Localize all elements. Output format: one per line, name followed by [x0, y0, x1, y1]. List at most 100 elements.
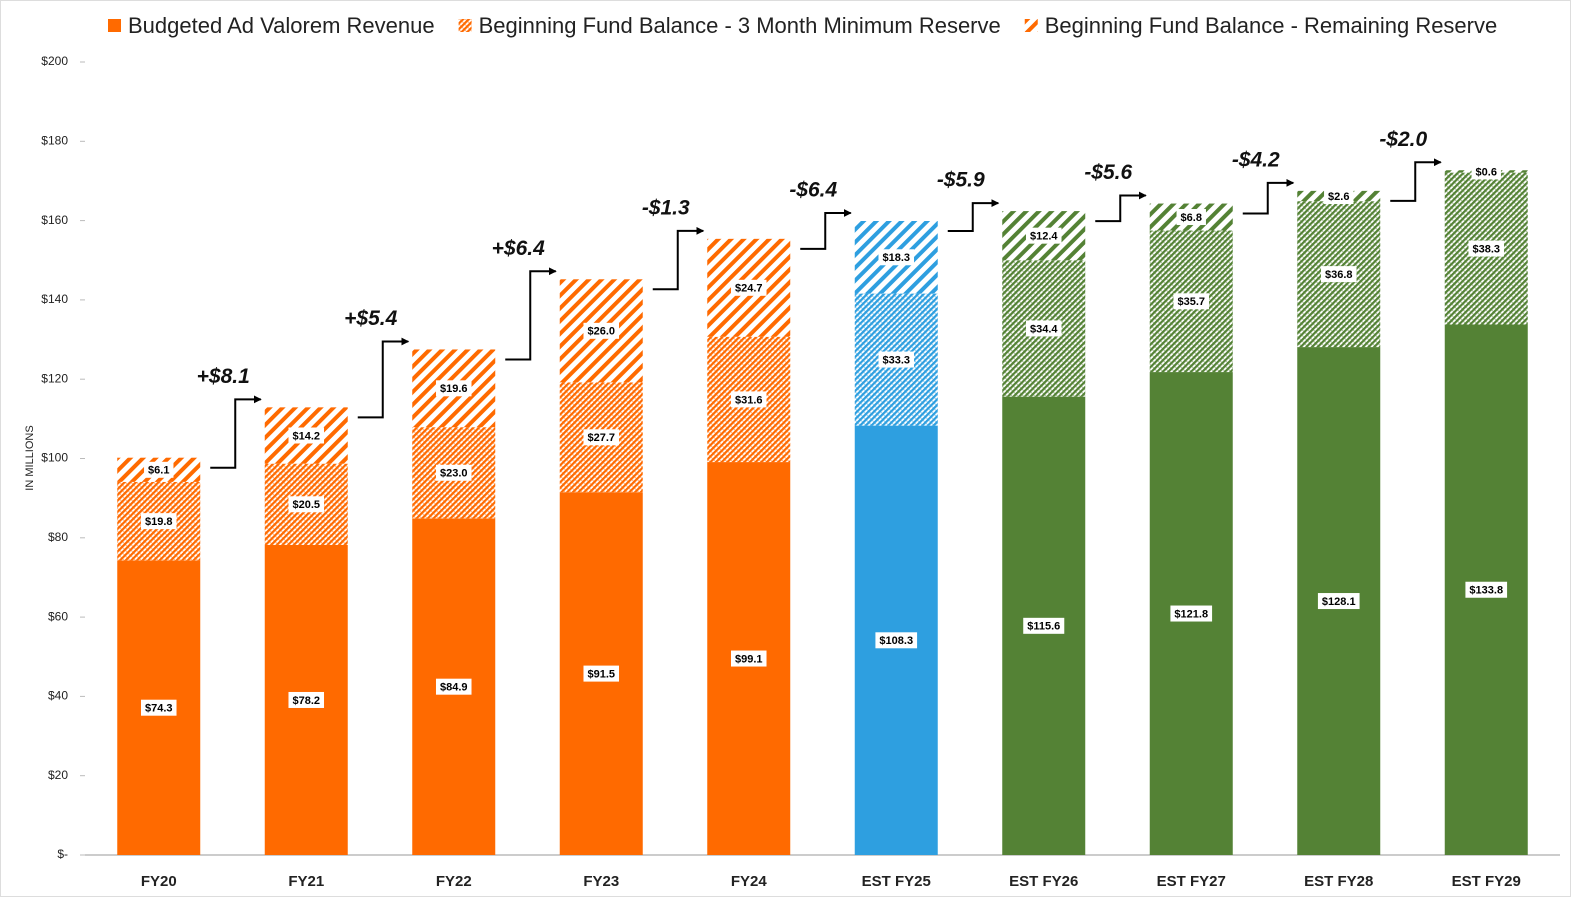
value-label: $115.6 — [1027, 621, 1060, 633]
value-label-box — [1317, 593, 1360, 610]
x-tick-label: EST FY28 — [1304, 873, 1373, 890]
value-label-box — [1468, 240, 1505, 257]
value-label-box — [288, 427, 325, 444]
y-tick-label: $20 — [48, 768, 68, 782]
legend-label: Beginning Fund Balance - 3 Month Minimum… — [479, 13, 1001, 38]
value-label: $78.2 — [292, 695, 320, 707]
value-label-box — [435, 464, 472, 481]
change-annotation: -$5.6 — [1084, 161, 1132, 184]
value-label: $19.8 — [145, 516, 173, 528]
value-label: $26.0 — [587, 326, 615, 338]
value-label-box — [583, 322, 620, 339]
value-label: $36.8 — [1325, 269, 1353, 281]
value-label-box — [1025, 227, 1062, 244]
x-tick-label: FY24 — [731, 873, 768, 890]
y-tick-label: $60 — [48, 609, 68, 623]
value-label-box — [1170, 605, 1213, 622]
value-label-box — [1173, 293, 1210, 310]
y-tick-label: $80 — [48, 530, 68, 544]
value-label-box — [288, 691, 325, 708]
value-label-box — [435, 678, 472, 695]
value-label-box — [1025, 320, 1062, 337]
change-annotation: -$2.0 — [1379, 128, 1427, 151]
value-label: $84.9 — [440, 682, 468, 694]
value-label-box — [1465, 581, 1508, 598]
x-tick-label: FY21 — [288, 873, 324, 890]
value-label-box — [140, 699, 177, 716]
value-label: $27.7 — [587, 432, 615, 444]
change-annotation: -$5.9 — [937, 169, 985, 192]
value-label: $34.4 — [1030, 323, 1058, 335]
value-label-box — [435, 380, 472, 397]
value-label-box — [1176, 209, 1206, 226]
value-label-box — [730, 650, 767, 667]
step-arrow — [1242, 178, 1295, 215]
value-label: $19.6 — [440, 383, 468, 395]
value-label: $14.2 — [292, 430, 320, 442]
y-tick-label: $180 — [41, 133, 68, 147]
step-arrow — [505, 267, 557, 361]
value-label-box — [878, 351, 915, 368]
step-arrow — [357, 337, 410, 419]
value-label: $24.7 — [735, 283, 763, 295]
y-tick-label: $40 — [48, 689, 68, 703]
value-label: $108.3 — [879, 635, 913, 647]
value-label: $6.1 — [148, 465, 169, 477]
step-arrow — [1095, 191, 1147, 223]
x-tick-label: EST FY26 — [1009, 873, 1078, 890]
value-label: $99.1 — [735, 653, 763, 665]
value-label: $20.5 — [292, 499, 320, 511]
value-label-box — [730, 279, 767, 296]
value-label-box — [730, 391, 767, 408]
value-label: $31.6 — [735, 394, 763, 406]
x-tick-label: EST FY25 — [862, 873, 931, 890]
y-tick-label: $- — [57, 847, 68, 861]
value-label: $0.6 — [1476, 166, 1497, 178]
change-annotation: +$6.4 — [492, 237, 545, 260]
x-tick-label: FY22 — [436, 873, 472, 890]
legend: Budgeted Ad Valorem Revenue Beginning Fun… — [108, 13, 1497, 38]
y-tick-label: $160 — [41, 213, 68, 227]
x-tick-label: FY20 — [141, 873, 177, 890]
change-annotation: -$1.3 — [642, 196, 690, 219]
value-label-box — [878, 249, 915, 266]
value-label-box — [583, 429, 620, 446]
value-label-box — [1324, 188, 1354, 205]
y-tick-label: $120 — [41, 371, 68, 385]
change-annotation: -$6.4 — [789, 179, 837, 202]
value-label-box — [1023, 617, 1065, 634]
y-tick-label: $200 — [41, 54, 68, 68]
value-label: $2.6 — [1328, 191, 1349, 203]
step-arrow — [947, 199, 1000, 232]
value-label-box — [1320, 266, 1357, 283]
value-label-box — [875, 632, 918, 649]
value-label: $74.3 — [145, 703, 173, 715]
value-label: $18.3 — [882, 252, 910, 264]
value-label: $12.4 — [1030, 231, 1058, 243]
value-label: $121.8 — [1174, 608, 1208, 620]
step-arrow — [210, 395, 262, 469]
step-arrow — [800, 208, 852, 250]
value-label-box — [583, 665, 620, 682]
legend-swatch — [458, 19, 472, 32]
value-label: $38.3 — [1472, 243, 1500, 255]
legend-swatch — [1024, 19, 1038, 32]
legend-swatch — [108, 19, 121, 32]
y-axis-label: IN MILLIONS — [24, 425, 36, 490]
step-arrow — [1390, 158, 1442, 202]
value-label: $23.0 — [440, 468, 468, 480]
value-label-box — [1471, 163, 1501, 180]
x-tick-label: EST FY29 — [1452, 873, 1521, 890]
value-label: $35.7 — [1177, 296, 1205, 308]
value-label: $6.8 — [1181, 212, 1202, 224]
value-label: $91.5 — [587, 669, 615, 681]
legend-label: Beginning Fund Balance - Remaining Reser… — [1045, 13, 1497, 38]
y-tick-label: $100 — [41, 451, 68, 465]
value-label: $128.1 — [1322, 596, 1356, 608]
y-tick-label: $140 — [41, 292, 68, 306]
value-label: $33.3 — [882, 354, 910, 366]
legend-label: Budgeted Ad Valorem Revenue — [128, 13, 435, 38]
step-arrow — [652, 226, 705, 291]
value-label: $133.8 — [1469, 585, 1503, 597]
